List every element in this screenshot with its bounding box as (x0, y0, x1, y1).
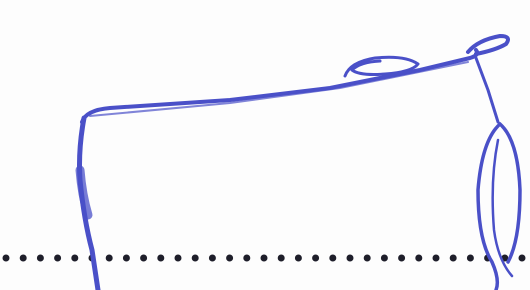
page: Sketch {} html, body { margin: 0; paddin… (0, 0, 530, 290)
page-body (0, 0, 530, 290)
sketch (0, 0, 530, 290)
